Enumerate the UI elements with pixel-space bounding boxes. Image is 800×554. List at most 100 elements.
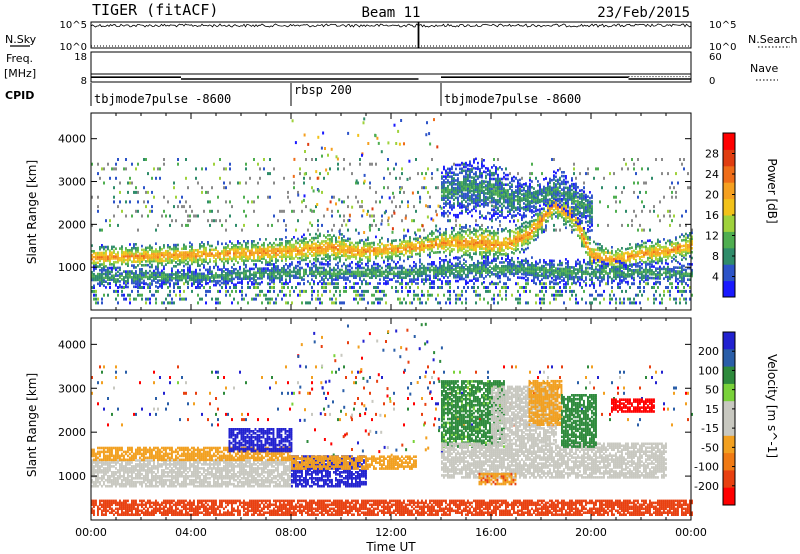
- power-ground-cell: [113, 289, 115, 293]
- power-noise-cell: [175, 219, 177, 223]
- power-band-0-cell: [315, 257, 317, 261]
- power-band-0-cell: [295, 239, 297, 243]
- power-band-0-cell: [527, 231, 529, 234]
- power-sparse-cell: [391, 230, 394, 234]
- power-ground-cell: [517, 289, 519, 293]
- power-band-1-cell: [341, 272, 343, 276]
- power-band-1-cell: [189, 278, 191, 282]
- power-band-0-cell: [425, 238, 427, 242]
- power-band-1-cell: [397, 270, 399, 274]
- power-band-1-cell: [287, 270, 289, 274]
- power-band-0-cell: [173, 259, 175, 262]
- power-ground-cell: [305, 289, 307, 293]
- power-noise-cell: [441, 186, 443, 190]
- power-band-1-cell: [193, 274, 195, 278]
- power-band-1-cell: [383, 276, 385, 279]
- power-ground-cell: [365, 282, 367, 286]
- power-band-0-cell: [445, 249, 447, 252]
- power-band-1-cell: [105, 270, 107, 274]
- power-band-0-cell: [445, 229, 447, 233]
- power-noise-cell: [593, 176, 595, 180]
- power-ground-cell: [377, 289, 379, 293]
- power-ground-cell: [355, 289, 357, 293]
- power-noise-cell: [373, 214, 375, 218]
- power-band-1-cell: [143, 279, 145, 283]
- power-band-0-cell: [179, 262, 181, 266]
- power-band-1-cell: [387, 270, 389, 274]
- power-noise-cell: [311, 158, 313, 161]
- power-band-0-cell: [249, 249, 251, 253]
- power-noise-cell: [157, 167, 159, 171]
- power-band-1-cell: [415, 270, 417, 274]
- power-band-0-cell: [121, 256, 123, 260]
- power-ground-cell: [539, 282, 541, 286]
- power-band-0-cell: [387, 238, 389, 241]
- power-band-0-cell: [453, 248, 455, 251]
- power-ground-cell: [621, 289, 623, 293]
- power-band-0-cell: [241, 245, 243, 249]
- power-band-0-cell: [473, 252, 475, 255]
- power-noise-cell: [381, 219, 383, 223]
- power-band-1-cell: [273, 265, 275, 268]
- power-band-1-cell: [189, 268, 191, 272]
- power-sparse-cell: [348, 218, 351, 222]
- power-noise-cell: [151, 190, 153, 194]
- power-band-0-cell: [657, 250, 659, 253]
- power-band-1-cell: [251, 273, 253, 276]
- power-band-0-cell: [395, 252, 397, 256]
- power-band-1-cell: [355, 262, 357, 266]
- power-band-0-cell: [231, 259, 233, 263]
- power-band-0-cell: [641, 259, 643, 262]
- power-band-0-cell: [359, 256, 361, 260]
- power-band-0-cell: [661, 257, 663, 261]
- power-band-0-cell: [127, 252, 129, 256]
- power-noise-cell: [189, 214, 191, 218]
- power-band-1-cell: [117, 280, 119, 283]
- power-band-1-cell: [179, 276, 181, 280]
- power-band-0-cell: [555, 207, 557, 211]
- power-band-0-cell: [525, 242, 527, 245]
- power-noise-cell: [417, 228, 419, 232]
- power-noise-cell: [671, 190, 673, 194]
- power-band-1-cell: [171, 275, 173, 278]
- power-band-0-cell: [601, 247, 603, 250]
- power-band-1-cell: [151, 273, 153, 277]
- power-band-1-cell: [431, 280, 433, 283]
- power-band-1-cell: [137, 275, 139, 279]
- power-band-0-cell: [637, 254, 639, 258]
- power-band-1-cell: [145, 275, 147, 279]
- power-band-0-cell: [521, 224, 523, 228]
- power-noise-cell: [551, 158, 553, 161]
- power-band-0-cell: [557, 216, 559, 220]
- power-noise-cell: [633, 190, 635, 194]
- power-ground-cell: [473, 282, 475, 286]
- power-band-1-cell: [225, 279, 227, 283]
- power-sparse-cell: [316, 203, 319, 206]
- power-band-0-cell: [265, 251, 267, 255]
- power-band-0-cell: [443, 241, 445, 244]
- power-ground-cell: [571, 293, 573, 297]
- power-noise-cell: [685, 209, 687, 213]
- power-band-0-cell: [435, 241, 437, 245]
- power-band-0-cell: [147, 252, 149, 255]
- power-band-0-cell: [209, 265, 211, 269]
- power-noise-cell: [347, 228, 349, 232]
- power-noise-cell: [341, 200, 343, 204]
- power-band-0-cell: [519, 229, 521, 233]
- power-band-0-cell: [349, 249, 351, 252]
- power-band-0-cell: [197, 254, 199, 258]
- power-band-0-cell: [553, 199, 555, 202]
- power-band-0-cell: [165, 251, 167, 255]
- power-band-0-cell: [343, 235, 345, 238]
- power-band-1-cell: [187, 272, 189, 276]
- power-band-0-cell: [153, 259, 155, 263]
- power-band-0-cell: [523, 243, 525, 246]
- power-band-0-cell: [655, 250, 657, 253]
- power-band-0-cell: [325, 241, 327, 245]
- power-noise-cell: [623, 158, 625, 161]
- power-noise-cell: [117, 158, 119, 161]
- power-band-0-cell: [487, 233, 489, 237]
- power-band-0-cell: [165, 253, 167, 257]
- power-band-1-cell: [385, 268, 387, 272]
- power-band-0-cell: [611, 257, 613, 261]
